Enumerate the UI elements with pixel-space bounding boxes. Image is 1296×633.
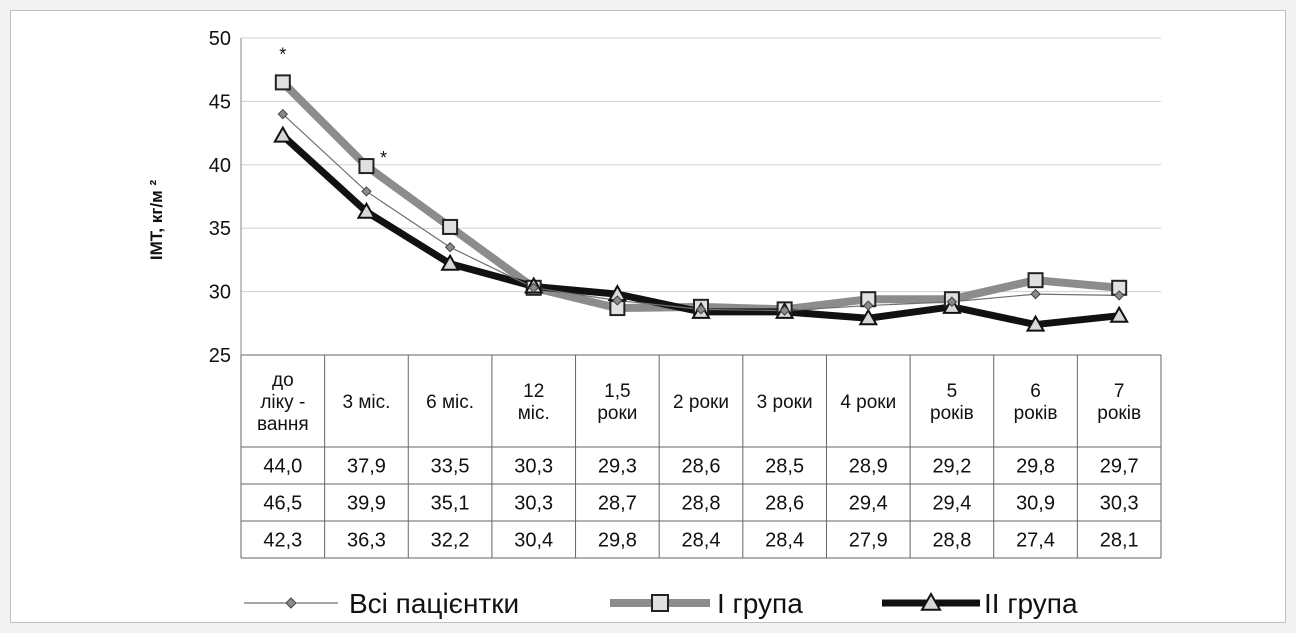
- x-tick-label: 4 роки: [840, 392, 896, 413]
- data-label: 36,3: [347, 530, 386, 552]
- y-tick-label: 50: [209, 28, 231, 50]
- x-tick-label: 7 років: [1097, 381, 1141, 424]
- data-label: 27,9: [849, 530, 888, 552]
- data-label: 29,8: [598, 530, 637, 552]
- data-point: [863, 300, 874, 311]
- x-tick-label: 1,5 роки: [597, 381, 637, 424]
- data-label: 30,3: [514, 493, 553, 515]
- data-point: [1109, 305, 1129, 323]
- y-tick-label: 35: [209, 218, 231, 240]
- x-tick-label: 12 міс.: [518, 381, 550, 424]
- data-label: 37,9: [347, 456, 386, 478]
- data-label: 30,4: [514, 530, 553, 552]
- data-label: 42,3: [263, 530, 302, 552]
- annotation-asterisk: *: [279, 44, 286, 64]
- data-label: 33,5: [431, 456, 470, 478]
- x-tick-label: 6 міс.: [426, 392, 474, 413]
- legend-label: Всі пацієнтки: [349, 588, 519, 619]
- data-label: 29,2: [932, 456, 971, 478]
- y-axis-label: ІМТ, кг/м ²: [147, 180, 166, 261]
- data-label: 28,6: [765, 493, 804, 515]
- data-point: [612, 295, 623, 306]
- data-point: [1030, 288, 1041, 300]
- data-point: [1113, 290, 1125, 301]
- x-tick-label: 2 роки: [673, 392, 729, 413]
- data-point: [695, 304, 707, 315]
- data-point: [361, 186, 372, 197]
- data-label: 27,4: [1016, 530, 1055, 552]
- x-tick-label: 6 років: [1014, 381, 1058, 424]
- data-point: [528, 282, 539, 294]
- series-line: [282, 113, 1120, 312]
- data-label: 28,4: [765, 530, 804, 552]
- data-point: [274, 74, 291, 91]
- data-label: 30,9: [1016, 493, 1055, 515]
- data-label: 39,9: [347, 493, 386, 515]
- y-tick-label: 30: [209, 282, 231, 304]
- y-tick-label: 45: [209, 91, 231, 113]
- data-label: 30,3: [1100, 493, 1139, 515]
- data-label: 46,5: [263, 493, 302, 515]
- data-point: [444, 242, 456, 253]
- data-point: [440, 253, 460, 271]
- data-point: [442, 218, 459, 235]
- legend-marker: [285, 597, 297, 609]
- data-point: [358, 158, 375, 175]
- data-point: [277, 108, 289, 120]
- data-label: 29,4: [932, 493, 971, 515]
- data-label: 28,1: [1100, 530, 1139, 552]
- data-point: [946, 296, 958, 307]
- data-label: 28,6: [682, 456, 721, 478]
- data-label: 29,4: [849, 493, 888, 515]
- data-label: 29,8: [1016, 456, 1055, 478]
- data-point: [1027, 272, 1044, 289]
- data-label: 28,5: [765, 456, 804, 478]
- legend-label: ІІ група: [984, 588, 1078, 619]
- data-label: 28,9: [849, 456, 888, 478]
- y-tick-label: 25: [209, 345, 231, 367]
- x-tick-label: 3 міс.: [342, 392, 390, 413]
- series-line: [279, 79, 1120, 314]
- data-label: 28,8: [932, 530, 971, 552]
- data-label: 35,1: [431, 493, 470, 515]
- data-label: 29,7: [1100, 456, 1139, 478]
- y-tick-label: 40: [209, 155, 231, 177]
- data-label: 28,8: [682, 493, 721, 515]
- data-point: [779, 305, 790, 316]
- data-label: 44,0: [263, 456, 302, 478]
- x-tick-label: 3 роки: [757, 392, 813, 413]
- legend-marker: [920, 591, 942, 611]
- series-line: [280, 133, 1120, 329]
- legend-label: І група: [717, 588, 803, 619]
- annotation-asterisk: *: [380, 148, 387, 168]
- data-label: 30,3: [514, 456, 553, 478]
- data-point: [858, 308, 878, 326]
- data-point: [1025, 314, 1046, 332]
- data-label: 32,2: [431, 530, 470, 552]
- legend-marker: [651, 594, 669, 612]
- data-label: 28,7: [598, 493, 637, 515]
- data-point: [273, 125, 293, 143]
- x-tick-label: 5 років: [930, 381, 974, 424]
- data-label: 28,4: [682, 530, 721, 552]
- data-label: 29,3: [598, 456, 637, 478]
- x-tick-label: до ліку -вання: [257, 370, 309, 435]
- data-point: [356, 201, 377, 219]
